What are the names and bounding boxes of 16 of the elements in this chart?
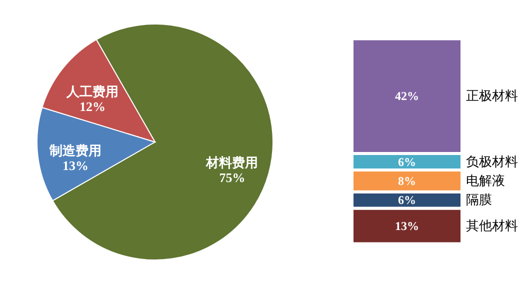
data-label: 13% xyxy=(395,218,419,233)
slice-label: 材料费用 xyxy=(205,154,258,170)
series-label: 隔膜 xyxy=(466,193,492,208)
series-label: 正极材料 xyxy=(466,89,518,104)
data-label: 42% xyxy=(395,89,419,104)
series-label: 其他材料 xyxy=(466,218,518,234)
series-label: 负极材料 xyxy=(466,154,518,170)
slice-label: 人工费用 xyxy=(65,84,118,100)
slice-label: 制造费用 xyxy=(48,142,102,158)
data-label: 6% xyxy=(398,193,416,208)
data-label: 13% xyxy=(62,158,88,173)
data-label: 12% xyxy=(79,99,106,114)
data-label: 8% xyxy=(398,174,416,188)
series-label: 电解液 xyxy=(466,174,505,189)
data-label: 75% xyxy=(219,170,246,185)
data-label: 6% xyxy=(398,154,416,169)
